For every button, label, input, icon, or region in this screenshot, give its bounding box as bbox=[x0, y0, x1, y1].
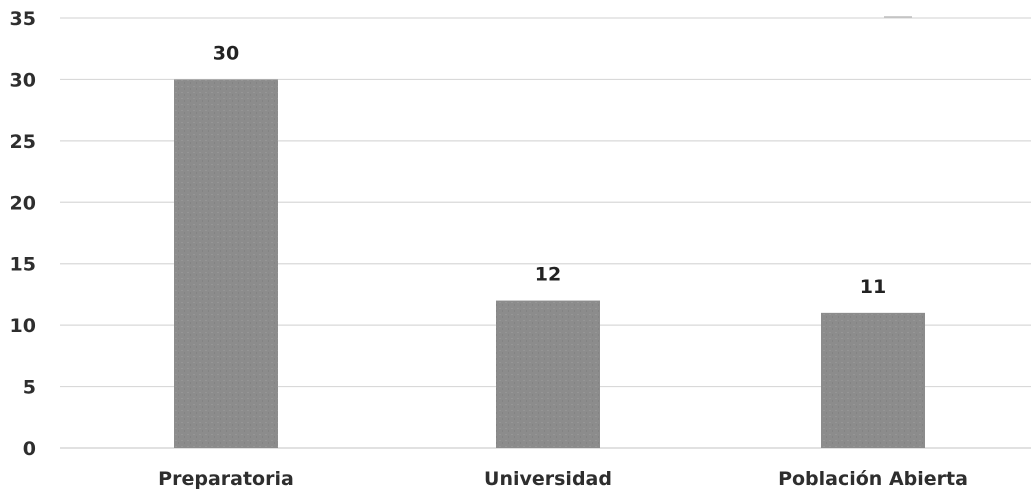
bar-preparatoria bbox=[174, 79, 278, 448]
y-tick-label-20: 20 bbox=[10, 192, 36, 214]
y-tick-label-25: 25 bbox=[10, 131, 36, 153]
bars bbox=[174, 79, 925, 448]
y-tick-label-0: 0 bbox=[23, 438, 36, 460]
bar-poblaci-n-abierta bbox=[821, 312, 925, 448]
y-axis-tick-labels: 0 5 10 15 20 25 30 35 bbox=[10, 8, 36, 460]
y-tick-label-30: 30 bbox=[10, 69, 36, 91]
bar-universidad bbox=[496, 300, 600, 448]
y-tick-label-10: 10 bbox=[10, 315, 36, 337]
x-category-label-2: Población Abierta bbox=[778, 468, 968, 490]
x-axis-category-labels: Preparatoria Universidad Población Abierta bbox=[158, 468, 968, 490]
y-tick-label-35: 35 bbox=[10, 8, 36, 30]
data-labels: 30 12 11 bbox=[213, 42, 886, 297]
y-tick-label-5: 5 bbox=[23, 377, 36, 399]
y-tick-label-15: 15 bbox=[10, 254, 36, 276]
x-category-label-0: Preparatoria bbox=[158, 468, 294, 490]
data-label-2: 11 bbox=[860, 276, 886, 298]
data-label-1: 12 bbox=[535, 264, 561, 286]
data-label-0: 30 bbox=[213, 42, 239, 64]
x-category-label-1: Universidad bbox=[484, 468, 612, 490]
